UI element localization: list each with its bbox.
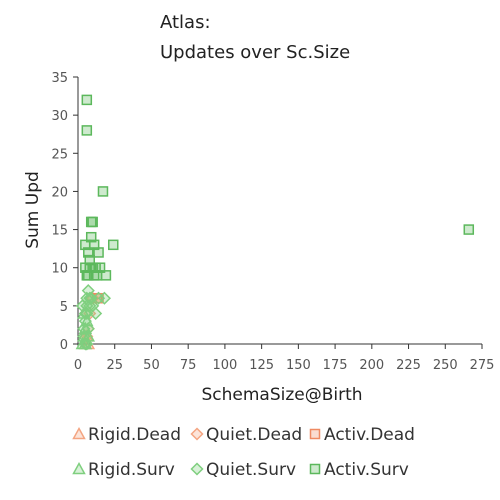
y-tick-label: 15 [51,224,68,239]
y-ticks: 0 5 10 15 20 25 30 35 [51,71,78,353]
legend-label: Quiet.Surv [206,460,296,480]
legend-marker-square [309,428,321,440]
axes [77,77,482,345]
x-tick-label: 150 [286,358,311,373]
point-activ-surv [94,262,106,273]
y-tick-label: 35 [51,71,68,86]
point-activ-surv [83,247,94,258]
legend-marker-triangle [72,461,86,475]
legend-item-activ-dead[interactable]: Activ.Dead [309,425,415,445]
point-quiet-surv [89,306,103,321]
chart-title-line-2: Updates over Sc.Size [160,42,351,63]
legend-marker-triangle [72,426,86,440]
x-tick-label: 275 [470,358,495,373]
x-tick-label: 25 [106,358,123,373]
y-tick-label: 20 [51,185,68,200]
legend-item-quiet-dead[interactable]: Quiet.Dead [190,425,303,445]
chart-title-line-1: Atlas: [160,12,211,33]
legend-item-rigid-surv[interactable]: Rigid.Surv [72,460,175,480]
legend-label: Rigid.Dead [88,425,181,445]
legend-marker-diamond [190,462,204,476]
x-tick-label: 100 [212,358,237,373]
legend-item-activ-surv[interactable]: Activ.Surv [309,460,409,480]
point-activ-surv [93,247,104,258]
y-tick-label: 0 [60,338,68,353]
x-tick-label: 125 [249,358,274,373]
legend-item-rigid-dead[interactable]: Rigid.Dead [72,425,182,445]
point-activ-surv [100,270,112,281]
point-activ-surv [81,94,93,106]
x-tick-label: 75 [180,358,197,373]
x-tick-label: 200 [359,358,384,373]
point-activ-surv [85,231,97,243]
x-tick-label: 225 [396,358,421,373]
legend-item-quiet-surv[interactable]: Quiet.Surv [190,460,297,480]
x-ticks: 0 25 50 75 100 125 150 175 200 225 250 275 [74,344,495,373]
y-tick-label: 5 [60,300,68,315]
y-tick-label: 25 [51,147,68,162]
legend-marker-square [309,463,321,475]
point-quiet-surv [80,337,94,351]
point-activ-surv [81,125,93,136]
point-activ-surv [87,216,98,228]
legend-label: Activ.Dead [324,425,415,445]
legend-label: Activ.Surv [324,460,409,480]
point-activ-surv [97,186,109,197]
y-axis-label: Sum Upd [23,171,43,249]
x-tick-label: 0 [74,358,82,373]
x-tick-label: 250 [433,358,458,373]
x-tick-label: 175 [323,358,348,373]
point-activ-surv [108,239,119,251]
legend: Rigid.Dead Quiet.Dead Activ.Dead Rigid.Surv… [72,425,415,480]
legend-marker-diamond [190,427,204,441]
legend-label: Rigid.Surv [88,460,175,480]
y-tick-label: 10 [51,262,68,277]
x-tick-label: 50 [143,358,160,373]
point-activ-surv [84,254,96,266]
point-activ-surv [91,270,103,281]
y-tick-label: 30 [51,109,68,124]
point-quiet-surv [78,337,92,351]
point-quiet-surv [97,291,112,305]
data-points [75,94,475,351]
chart-title: Atlas: Updates over Sc.Size [160,8,350,68]
x-axis-label: SchemaSize@Birth [201,385,362,405]
legend-label: Quiet.Dead [206,425,302,445]
point-activ-surv [463,224,475,235]
